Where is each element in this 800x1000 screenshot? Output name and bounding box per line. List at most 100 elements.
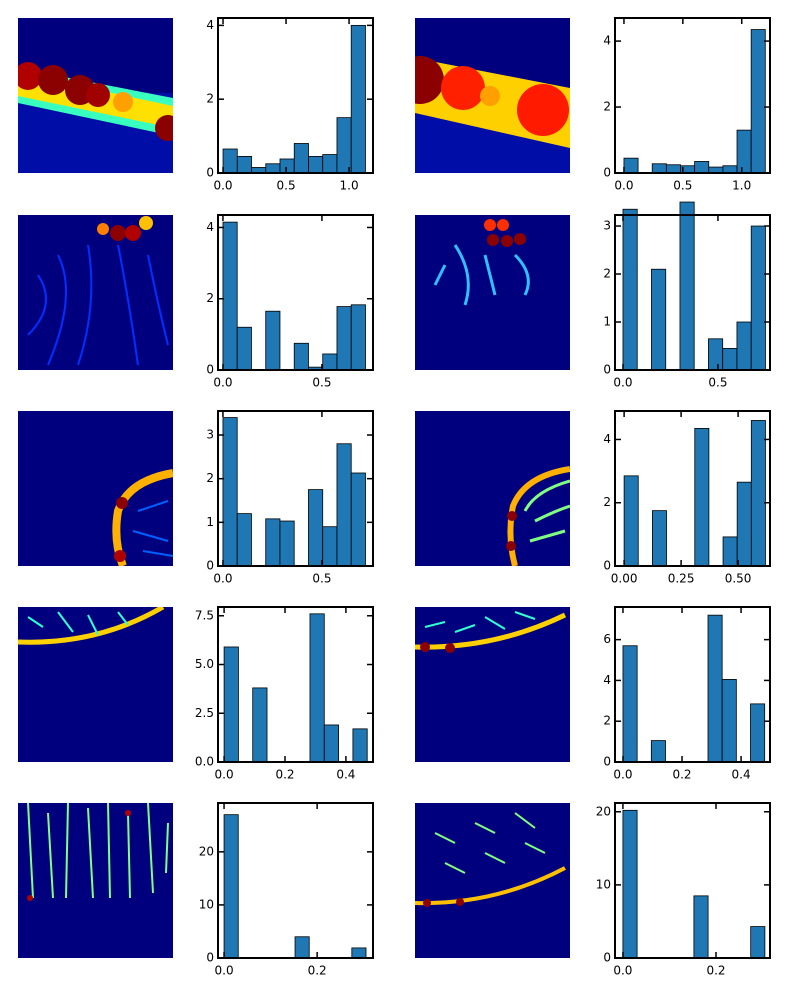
histogram-bar <box>665 164 681 174</box>
x-tick-label: 0.4 <box>336 768 355 782</box>
y-tick-label: 2 <box>603 714 611 728</box>
histogram-bar <box>222 221 238 371</box>
histogram-bar <box>236 326 252 371</box>
histogram-bar <box>736 481 752 567</box>
histogram-bar <box>350 304 366 371</box>
histogram-bar <box>236 155 252 174</box>
heatmap-image <box>415 803 570 958</box>
histogram-bar <box>623 475 639 567</box>
y-tick-label: 3 <box>206 428 214 442</box>
histogram-bar <box>650 740 666 763</box>
y-tick-label: 4 <box>206 220 214 234</box>
histogram-bar <box>722 348 738 371</box>
heatmap-image <box>18 607 173 762</box>
x-tick-label: 0.2 <box>706 964 725 978</box>
histogram-bar <box>308 489 324 567</box>
histogram-bar <box>236 513 252 567</box>
histogram-bar <box>252 687 268 763</box>
histogram-bar <box>265 518 281 567</box>
y-tick-label: 0 <box>603 559 611 573</box>
histogram-bar <box>350 472 366 567</box>
x-tick-label: 0.5 <box>708 376 727 390</box>
histogram-bar <box>308 155 324 174</box>
histogram-bar <box>336 443 352 567</box>
histogram-bar <box>651 268 667 371</box>
y-tick-label: 2 <box>206 291 214 305</box>
histogram-bar <box>707 614 723 763</box>
heatmap-image <box>18 803 173 958</box>
x-tick-label: 0.0 <box>215 768 234 782</box>
histogram-bar <box>309 613 325 763</box>
axes-frame <box>217 214 374 371</box>
histogram-bar <box>708 338 724 371</box>
histogram-bar <box>679 201 695 371</box>
x-tick-label: 0.25 <box>668 572 695 586</box>
y-tick-label: 0 <box>206 559 214 573</box>
histogram-bar <box>336 117 352 174</box>
histogram-bar <box>323 724 339 763</box>
histogram-bar <box>336 306 352 371</box>
histogram-bar <box>623 157 639 174</box>
histogram-bar <box>265 163 281 174</box>
heatmap-image <box>415 411 570 566</box>
axes-frame <box>614 17 771 174</box>
histogram-bar <box>750 926 766 959</box>
histogram-bar <box>294 936 310 959</box>
histogram-bar <box>622 809 638 959</box>
histogram-bar <box>322 353 338 371</box>
x-tick-label: 0.0 <box>213 572 232 586</box>
histogram-bar <box>322 154 338 174</box>
histogram-bar <box>694 427 710 567</box>
axes-frame <box>217 17 374 174</box>
x-tick-label: 1.0 <box>732 179 751 193</box>
histogram-bar <box>750 29 766 174</box>
x-tick-label: 0.50 <box>725 572 752 586</box>
axes-frame <box>614 214 771 371</box>
histogram-bar <box>222 148 238 174</box>
x-tick-label: 0.5 <box>312 572 331 586</box>
axes-frame <box>217 802 374 959</box>
x-tick-label: 0.4 <box>732 768 751 782</box>
histogram-bar <box>222 417 238 567</box>
y-tick-label: 4 <box>603 34 611 48</box>
x-tick-label: 0.5 <box>312 376 331 390</box>
heatmap-image <box>415 18 570 173</box>
y-tick-label: 4 <box>206 18 214 32</box>
histogram-bar <box>279 520 295 567</box>
histogram-bar <box>722 536 738 567</box>
histogram-bar <box>651 510 667 567</box>
y-tick-label: 0 <box>206 951 214 965</box>
x-tick-label: 0.0 <box>613 964 632 978</box>
histogram-bar <box>622 208 638 371</box>
y-tick-label: 10 <box>199 897 214 911</box>
y-tick-label: 1 <box>206 515 214 529</box>
histogram-bar <box>736 321 752 371</box>
heatmap-image <box>415 215 570 370</box>
heatmap-image <box>18 411 173 566</box>
y-tick-label: 2 <box>603 267 611 281</box>
heatmap-image <box>18 18 173 173</box>
y-tick-label: 6 <box>603 632 611 646</box>
y-tick-label: 1 <box>603 315 611 329</box>
histogram-bar <box>736 129 752 174</box>
x-tick-label: 1.0 <box>340 179 359 193</box>
y-tick-label: 0 <box>206 363 214 377</box>
histogram-bar <box>293 342 309 371</box>
axes-frame <box>614 410 771 567</box>
histogram-bar <box>622 645 638 763</box>
x-tick-label: 0.0 <box>213 179 232 193</box>
histogram-bar <box>694 161 710 174</box>
axes-frame <box>217 410 374 567</box>
histogram-bar <box>279 158 295 174</box>
x-tick-label: 0.0 <box>613 768 632 782</box>
axes-frame <box>614 802 771 959</box>
x-tick-label: 0.0 <box>614 179 633 193</box>
y-tick-label: 4 <box>603 432 611 446</box>
y-tick-label: 0 <box>603 951 611 965</box>
histogram-bar <box>265 310 281 371</box>
histogram-bar <box>293 143 309 174</box>
axes-frame <box>217 606 374 763</box>
histogram-bar <box>721 679 737 763</box>
x-tick-label: 0.5 <box>277 179 296 193</box>
